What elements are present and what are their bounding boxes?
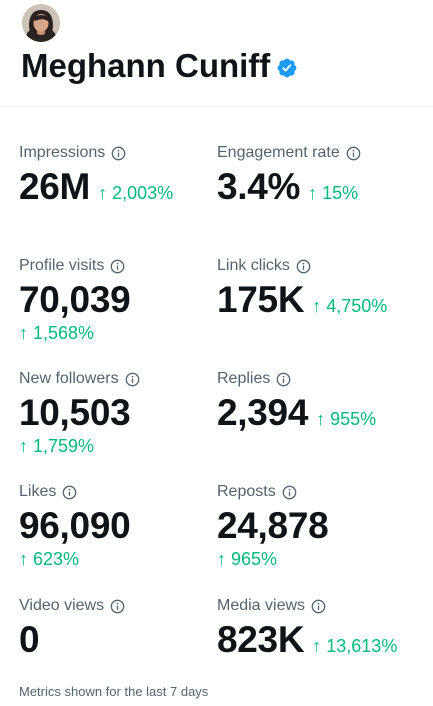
profile-name[interactable]: Meghann Cuniff [21, 47, 271, 84]
metric-value: 3.4% [217, 166, 301, 207]
info-icon[interactable] [296, 259, 311, 274]
metric-value: 10,503 [19, 392, 131, 433]
metric-media-views: Media views 823K ↑ 13,613% [217, 596, 417, 662]
info-icon[interactable] [110, 599, 125, 614]
metric-link-clicks: Link clicks 175K ↑ 4,750% [217, 256, 417, 322]
info-icon[interactable] [110, 259, 125, 274]
info-icon[interactable] [111, 146, 126, 161]
metric-impressions: Impressions 26M ↑ 2,003% [19, 143, 219, 209]
metric-label: Engagement rate [217, 144, 340, 161]
metric-label: Likes [19, 483, 57, 500]
metric-new-followers: New followers 10,503 ↑ 1,759% [19, 369, 219, 457]
metric-label: Media views [217, 597, 306, 614]
metric-replies: Replies 2,394 ↑ 955% [217, 369, 417, 435]
metric-change: ↑ 15% [308, 183, 359, 203]
metric-change: ↑ 623% [19, 549, 80, 569]
avatar-image [22, 4, 60, 42]
metric-change: ↑ 955% [316, 409, 377, 429]
profile-header: Meghann Cuniff [0, 0, 433, 107]
metric-label: Impressions [19, 144, 106, 161]
profile-name-row: Meghann Cuniff [21, 47, 298, 85]
metric-label: Profile visits [19, 257, 105, 274]
metric-change: ↑ 1,759% [19, 436, 95, 456]
metric-reposts: Reposts 24,878 ↑ 965% [217, 482, 417, 570]
metric-label: New followers [19, 370, 119, 387]
metric-label: Link clicks [217, 257, 290, 274]
metric-video-views: Video views 0 [19, 596, 219, 662]
metric-value: 2,394 [217, 392, 309, 433]
info-icon[interactable] [282, 485, 297, 500]
metric-change: ↑ 965% [217, 549, 278, 569]
info-icon[interactable] [62, 485, 77, 500]
metric-label: Reposts [217, 483, 276, 500]
metric-value: 175K [217, 279, 305, 320]
metric-label: Replies [217, 370, 271, 387]
metric-label: Video views [19, 597, 105, 614]
info-icon[interactable] [346, 146, 361, 161]
info-icon[interactable] [311, 599, 326, 614]
metric-value: 26M [19, 166, 91, 207]
metric-value: 70,039 [19, 279, 131, 320]
metric-change: ↑ 4,750% [312, 296, 388, 316]
verified-badge-icon [277, 58, 297, 77]
metric-change: ↑ 13,613% [312, 636, 398, 656]
metric-profile-visits: Profile visits 70,039 ↑ 1,568% [19, 256, 219, 344]
metric-engagement-rate: Engagement rate 3.4% ↑ 15% [217, 143, 417, 209]
metric-change: ↑ 1,568% [19, 323, 95, 343]
footer-note: Metrics shown for the last 7 days [19, 684, 209, 699]
metric-value: 24,878 [217, 505, 329, 546]
info-icon[interactable] [276, 372, 291, 387]
metric-change: ↑ 2,003% [98, 183, 174, 203]
metric-value: 823K [217, 619, 305, 660]
metric-value: 96,090 [19, 505, 131, 546]
metric-likes: Likes 96,090 ↑ 623% [19, 482, 219, 570]
avatar[interactable] [22, 4, 60, 42]
info-icon[interactable] [125, 372, 140, 387]
metric-value: 0 [19, 619, 40, 660]
